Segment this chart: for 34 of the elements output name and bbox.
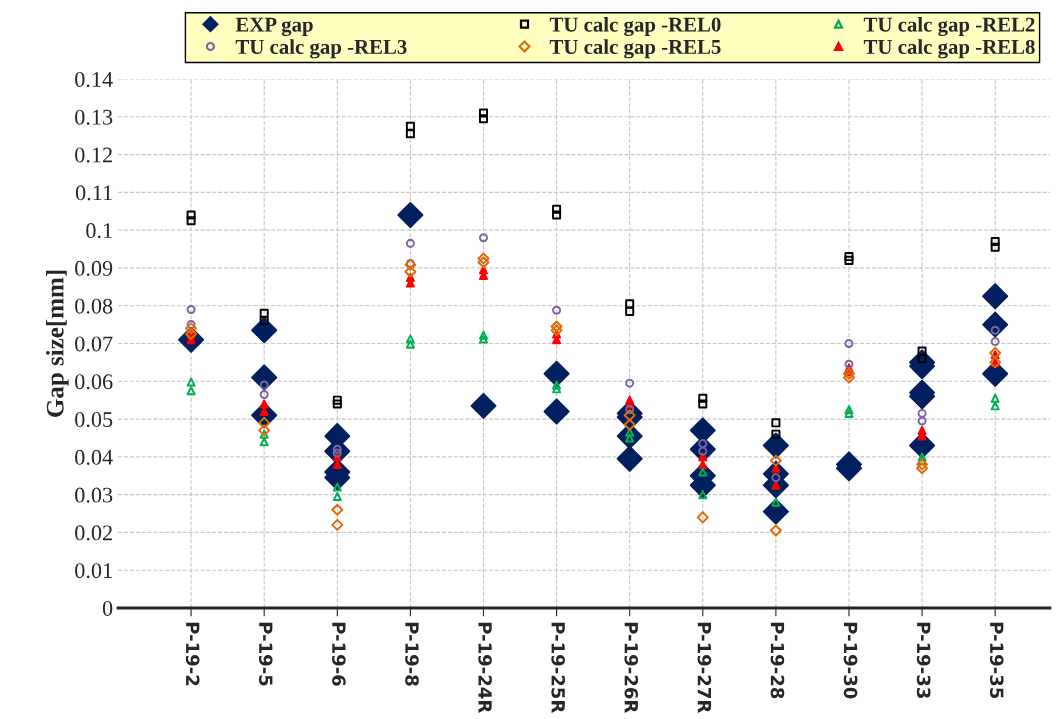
y-tick-label: 0.08 — [75, 298, 113, 314]
legend-label: TU calc gap -REL5 — [549, 39, 721, 59]
y-tick-label: 0.11 — [75, 185, 112, 201]
y-tick-label: 0.13 — [75, 109, 113, 125]
legend-label: TU calc gap -REL2 — [863, 16, 1035, 37]
legend-label: TU calc gap -REL8 — [863, 39, 1035, 59]
y-tick-label: 0.04 — [75, 449, 113, 465]
y-tick-label: 0.07 — [75, 336, 113, 352]
x-tick-label: P-19-28 — [770, 622, 785, 699]
y-tick-label: 0.09 — [75, 260, 113, 276]
x-tick-label: P-19-5 — [258, 622, 273, 686]
x-tick-label: P-19-35 — [989, 622, 1004, 699]
y-tick-label: 0 — [102, 600, 113, 616]
x-tick-label: P-19-25R — [551, 622, 566, 713]
y-tick-label: 0.02 — [75, 525, 112, 541]
legend-label: EXP gap — [235, 17, 313, 37]
x-tick-label: P-19-24R — [478, 622, 492, 713]
x-tick-label: P-19-8 — [405, 622, 419, 686]
y-tick-label: 0.14 — [75, 71, 113, 88]
y-tick-label: 0.12 — [75, 147, 112, 163]
legend-label: TU calc gap -REL3 — [235, 39, 407, 59]
y-tick-label: 0.05 — [75, 412, 113, 428]
x-tick-label: P-19-33 — [916, 622, 931, 698]
x-tick-label: P-19-27R — [697, 622, 712, 713]
x-tick-label: P-19-2 — [185, 622, 200, 686]
y-axis-title: Gap size[mm] — [46, 270, 69, 417]
y-tick-label: 0.06 — [75, 374, 113, 390]
y-tick-label: 0.01 — [75, 563, 112, 579]
legend-label: TU calc gap -REL0 — [549, 16, 721, 37]
x-tick-label: P-19-30 — [843, 622, 858, 699]
x-tick-label: P-19-26R — [624, 622, 639, 713]
x-tick-label: P-19-6 — [332, 622, 346, 686]
y-tick-label: 0.1 — [86, 223, 112, 239]
y-tick-label: 0.03 — [75, 487, 113, 503]
